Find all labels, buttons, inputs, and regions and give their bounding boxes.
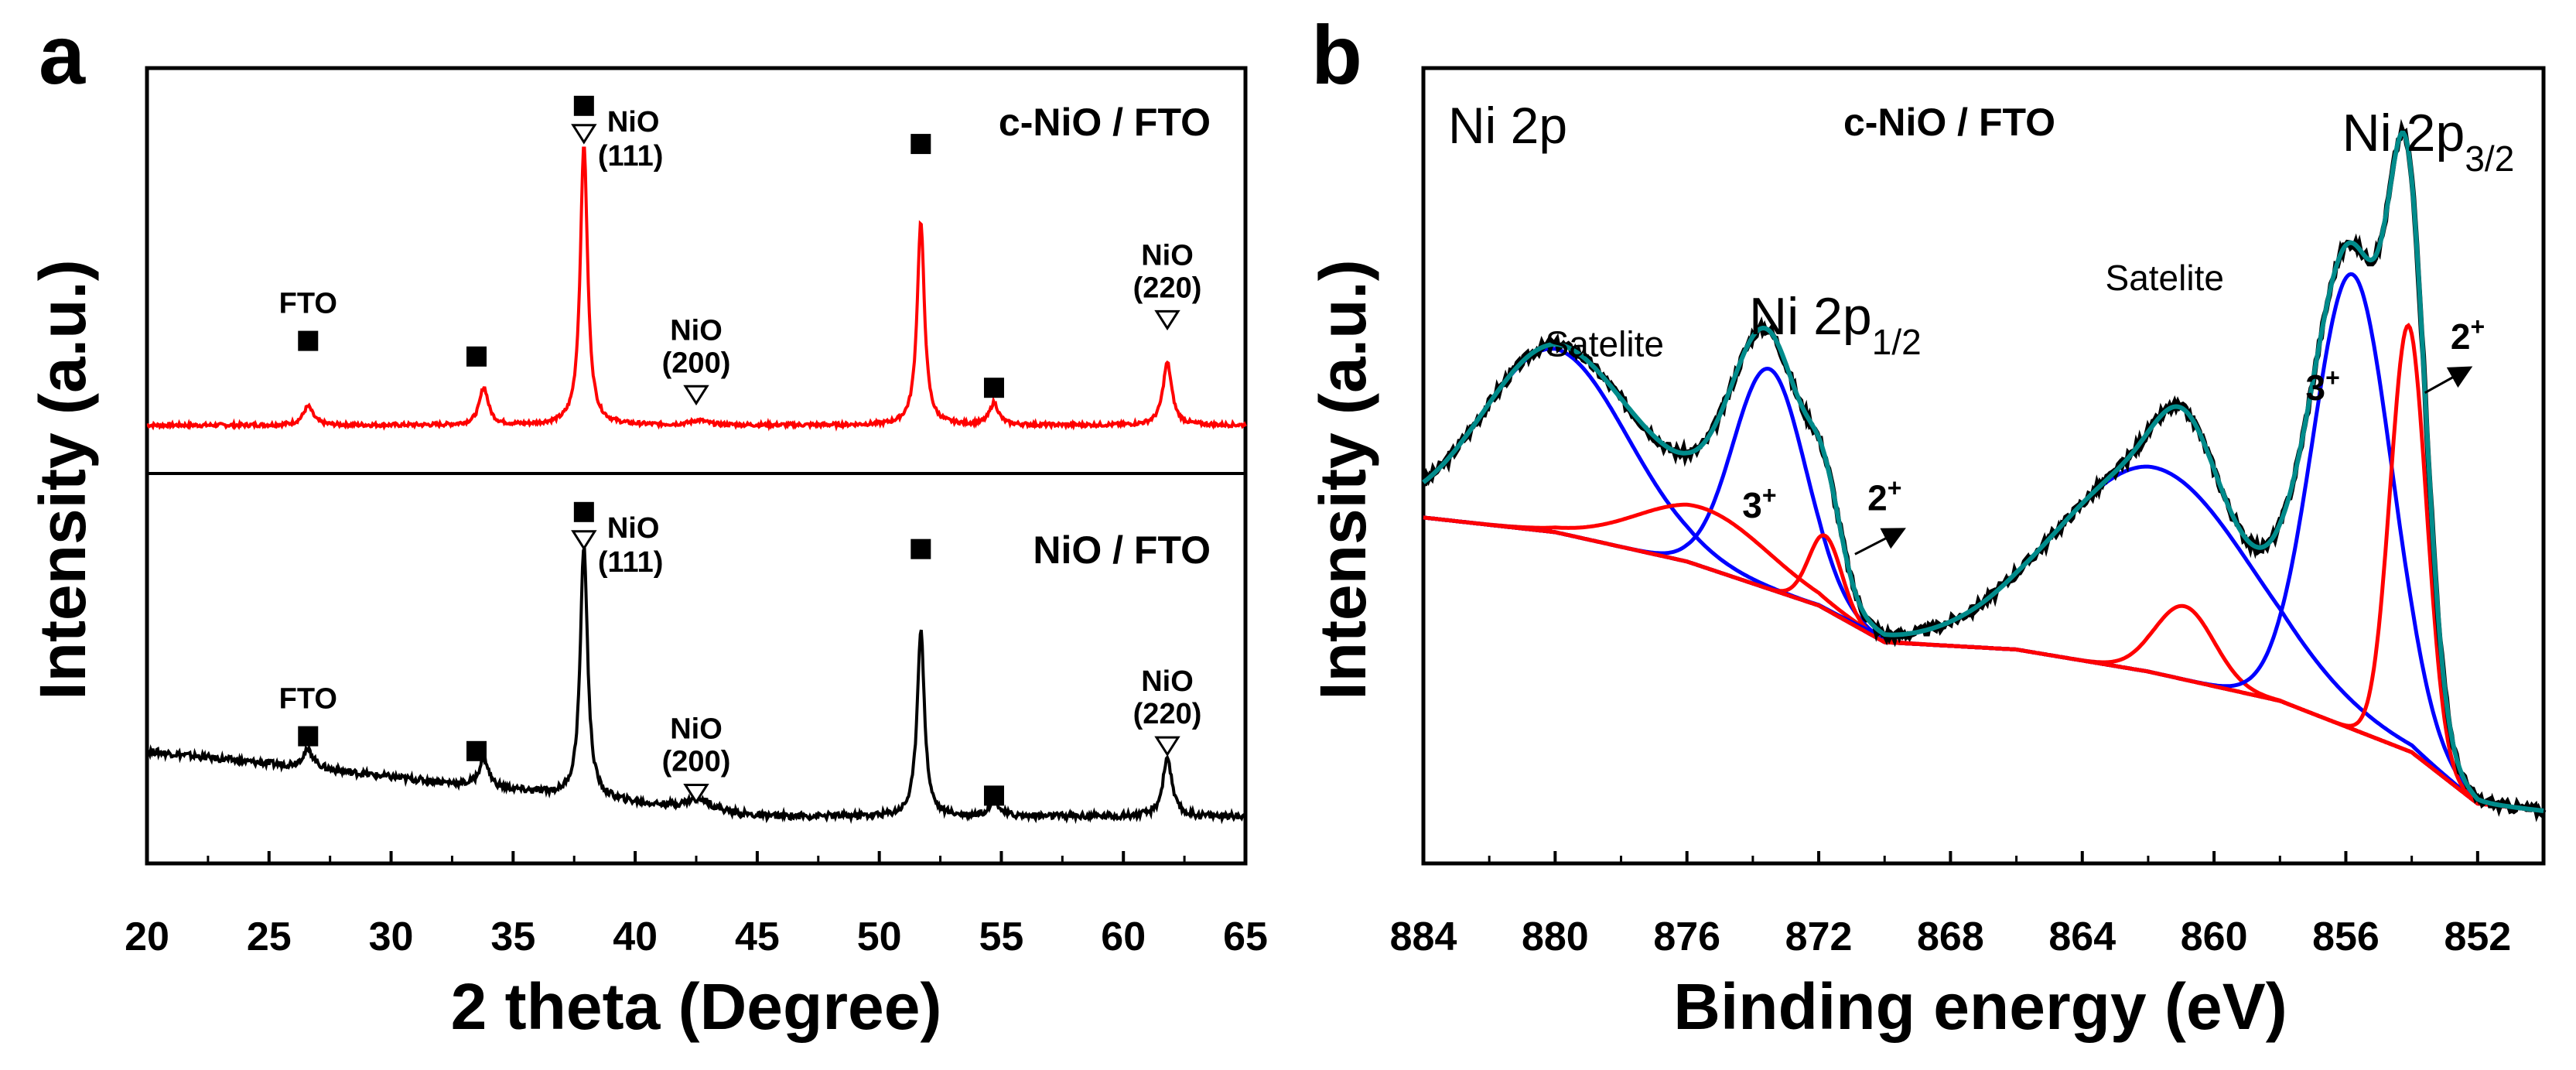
peak-label: (200)	[662, 347, 731, 379]
annotation-label: 3+	[1742, 481, 1776, 525]
square-marker	[573, 95, 594, 116]
panel-b-corner-label: Ni 2p	[1448, 97, 1567, 154]
triangle-marker	[1154, 736, 1180, 757]
panel-a-legend-bottom: NiO / FTO	[1033, 528, 1211, 572]
peak-annotation: NiO(111)	[571, 501, 664, 579]
peak-label: (220)	[1133, 272, 1202, 304]
panel-label-b: b	[1311, 8, 1362, 101]
triangle-marker	[683, 385, 709, 406]
peak-annotation: NiO(111)	[571, 95, 664, 173]
square-marker	[298, 726, 319, 747]
annotation-label: Satelite	[1546, 323, 1664, 364]
fit-envelope-line	[1422, 130, 2544, 813]
annotation-arrow	[1854, 528, 1906, 556]
peak-annotation	[910, 134, 931, 155]
square-marker	[466, 346, 487, 367]
square-marker	[298, 330, 319, 351]
peak-annotation	[910, 538, 931, 559]
panel-a-x-axis: 20 25 30 35 40 45 50 55 60 65	[125, 851, 1268, 959]
component-peak-7	[1423, 323, 2544, 813]
peak-annotation	[983, 378, 1004, 398]
x-tick-label: 20	[125, 914, 169, 959]
peak-annotation: FTO	[279, 288, 337, 351]
panel-a-plot-area: FTONiO(111)NiO(200)NiO(220)FTONiO(111)Ni…	[145, 95, 1247, 825]
panel-label-a: a	[39, 8, 86, 101]
component-peak-1	[1423, 366, 2544, 813]
peak-label: NiO	[670, 314, 723, 347]
x-tick-label: 876	[1653, 914, 1720, 959]
x-tick-label: 45	[735, 914, 780, 959]
x-tick-label: 860	[2181, 914, 2248, 959]
peak-annotation: NiO(220)	[1133, 665, 1202, 757]
x-tick-label: 25	[247, 914, 292, 959]
x-tick-label: 864	[2048, 914, 2116, 959]
x-tick-label: 856	[2312, 914, 2380, 959]
square-marker	[983, 785, 1004, 806]
square-marker	[466, 740, 487, 761]
annotation-label: Ni 2p3/2	[2342, 104, 2515, 179]
peak-label: NiO	[670, 713, 723, 746]
peak-label: (200)	[662, 746, 731, 778]
peak-annotation	[983, 785, 1004, 806]
triangle-marker	[1154, 309, 1180, 331]
peak-label: FTO	[279, 288, 337, 320]
annotation-label: 3+	[2306, 364, 2340, 408]
annotation-label: Satelite	[2106, 258, 2224, 298]
panel-a-legend-top: c-NiO / FTO	[999, 101, 1211, 144]
peak-label: (111)	[598, 546, 664, 579]
peak-annotation: NiO(220)	[1133, 239, 1202, 331]
experimental-line	[1422, 118, 2547, 822]
triangle-marker	[571, 530, 597, 551]
panel-b-x-axis: 884 880 876 872 868 864 860 856 852	[1390, 851, 2511, 959]
annotation-label: Ni 2p1/2	[1749, 287, 1922, 362]
panel-b-xlabel: Binding energy (eV)	[1673, 970, 2287, 1043]
peak-label: NiO	[1141, 665, 1194, 698]
x-tick-label: 872	[1785, 914, 1853, 959]
x-tick-label: 50	[857, 914, 902, 959]
square-marker	[573, 501, 594, 522]
square-marker	[910, 134, 931, 155]
annotation-label: 2+	[2451, 313, 2485, 357]
x-tick-label: 852	[2444, 914, 2511, 959]
panel-b-xps-chart: Intensity (a.u.) Binding energy (eV) Ni …	[1307, 66, 2547, 1043]
peak-label: FTO	[279, 683, 337, 716]
square-marker	[983, 378, 1004, 398]
x-tick-label: 30	[369, 914, 414, 959]
annotation-arrow	[2424, 366, 2473, 395]
panel-b-ylabel: Intensity (a.u.)	[1307, 259, 1379, 699]
square-marker	[910, 538, 931, 559]
x-tick-label: 880	[1522, 914, 1589, 959]
panel-a-xrd-chart: Intensity (a.u.) 2 theta (Degree) c-NiO …	[26, 66, 1268, 1043]
peak-label: NiO	[1141, 239, 1194, 272]
x-tick-label: 35	[490, 914, 535, 959]
panel-b-plot-area	[1422, 118, 2547, 822]
x-tick-label: 60	[1101, 914, 1146, 959]
panel-b-title: c-NiO / FTO	[1843, 101, 2055, 144]
peak-annotation	[466, 740, 487, 761]
peak-label: NiO	[607, 106, 660, 138]
annotation-label: 2+	[1867, 473, 1901, 518]
panel-a-xlabel: 2 theta (Degree)	[451, 970, 942, 1043]
peak-annotation: FTO	[279, 683, 337, 747]
component-peak-0	[1422, 347, 2544, 813]
panel-b-frame	[1421, 66, 2546, 866]
peak-annotation: NiO(200)	[662, 713, 731, 805]
x-tick-label: 868	[1917, 914, 1984, 959]
x-tick-label: 884	[1390, 914, 1457, 959]
peak-label: NiO	[607, 512, 660, 545]
component-peak-4	[1423, 464, 2544, 813]
x-tick-label: 55	[979, 914, 1024, 959]
peak-annotation: NiO(200)	[662, 314, 731, 406]
x-tick-label: 40	[613, 914, 658, 959]
peak-annotation	[466, 346, 487, 367]
peak-label: (111)	[598, 140, 664, 173]
series-line-0	[146, 146, 1247, 432]
triangle-marker	[571, 124, 597, 145]
peak-label: (220)	[1133, 698, 1202, 730]
panel-a-ylabel: Intensity (a.u.)	[26, 259, 99, 699]
triangle-marker	[683, 784, 709, 805]
x-tick-label: 65	[1223, 914, 1268, 959]
